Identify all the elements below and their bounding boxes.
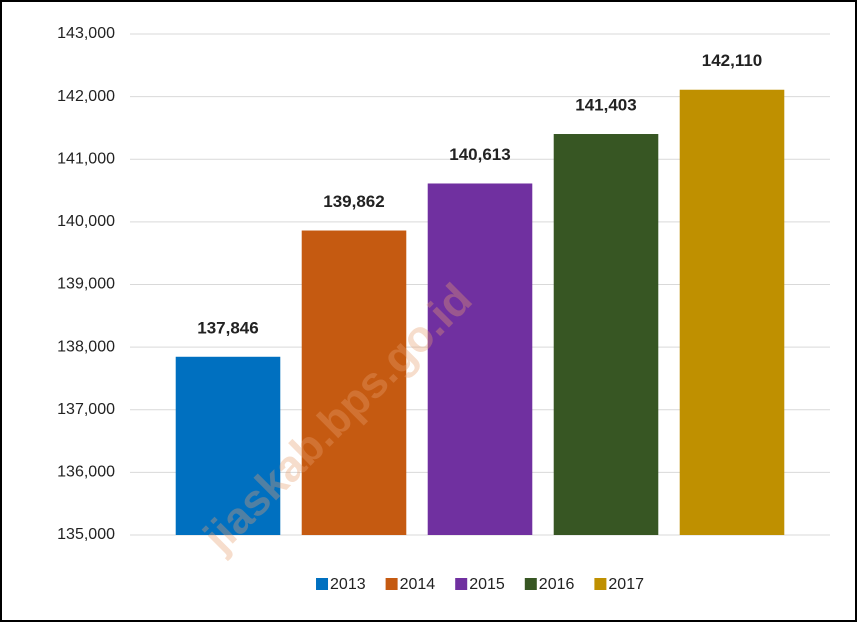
y-tick-label: 136,000 [57, 464, 115, 481]
legend-label: 2013 [330, 576, 366, 593]
legend-swatch [316, 578, 329, 590]
value-label: 140,613 [449, 145, 510, 164]
bar [175, 356, 281, 535]
value-label: 139,862 [323, 192, 384, 211]
legend-label: 2016 [539, 576, 575, 593]
value-label: 137,846 [197, 318, 258, 337]
legend-swatch [524, 578, 537, 590]
y-tick-label: 141,000 [57, 150, 115, 167]
y-tick-label: 137,000 [57, 401, 115, 418]
y-tick-label: 135,000 [57, 526, 115, 543]
legend-swatch [385, 578, 398, 590]
y-tick-label: 138,000 [57, 338, 115, 355]
legend-label: 2015 [469, 576, 505, 593]
bar [679, 89, 785, 535]
value-label: 141,403 [575, 95, 636, 114]
bar [427, 183, 533, 535]
legend-label: 2017 [608, 576, 644, 593]
y-tick-label: 142,000 [57, 88, 115, 105]
y-tick-label: 139,000 [57, 276, 115, 293]
legend-label: 2014 [400, 576, 436, 593]
legend-swatch [455, 578, 468, 590]
legend: 2013 2014 2015 2016 2017 [316, 576, 644, 593]
legend-swatch [594, 578, 607, 590]
y-tick-label: 143,000 [57, 25, 115, 42]
bar [553, 134, 659, 535]
value-label: 142,110 [702, 51, 763, 70]
y-tick-label: 140,000 [57, 213, 115, 230]
bar [301, 230, 407, 535]
